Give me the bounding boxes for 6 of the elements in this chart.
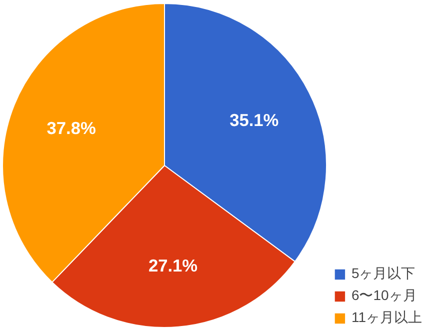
data-label: 27.1% xyxy=(148,256,198,276)
data-label: 37.8% xyxy=(46,118,96,138)
data-label: 35.1% xyxy=(230,110,279,130)
legend-label: 6〜10ヶ月 xyxy=(351,287,417,305)
legend-label: 11ヶ月以上 xyxy=(351,309,422,327)
legend-label: 5ヶ月以下 xyxy=(351,265,416,283)
